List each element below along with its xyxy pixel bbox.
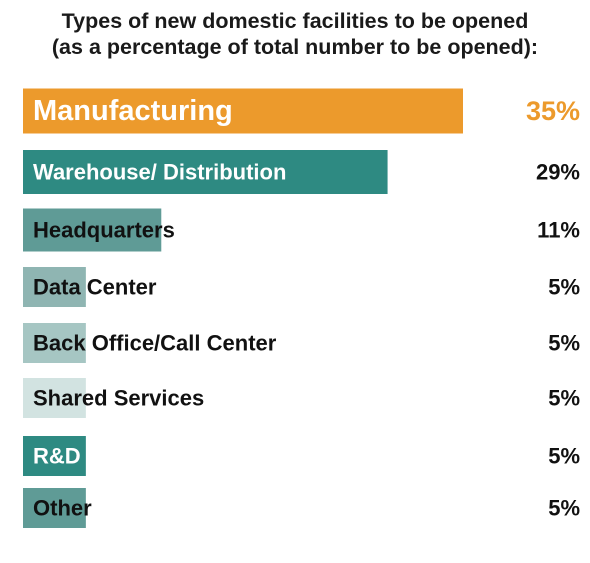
value-label-2: 11% — [537, 218, 580, 243]
bar-7 — [23, 488, 86, 528]
category-label-6: R&D — [33, 444, 81, 469]
category-label-7: Other — [33, 496, 92, 521]
category-label-2: Headquarters — [33, 218, 175, 243]
category-label-0: Manufacturing — [33, 95, 233, 127]
value-label-4: 5% — [548, 331, 580, 356]
bar-2 — [23, 208, 162, 252]
category-label-1: Warehouse/ Distribution — [33, 160, 286, 185]
bar-1 — [23, 150, 388, 194]
value-label-7: 5% — [548, 496, 580, 521]
value-label-5: 5% — [548, 386, 580, 411]
bar-6 — [23, 436, 86, 476]
bar-3 — [23, 267, 86, 307]
value-label-1: 29% — [536, 160, 580, 185]
value-label-6: 5% — [548, 444, 580, 469]
bar-4 — [23, 323, 86, 363]
category-label-3: Data Center — [33, 275, 157, 300]
value-label-3: 5% — [548, 275, 580, 300]
chart-title-line-1: Types of new domestic facilities to be o… — [61, 9, 529, 33]
value-label-0: 35% — [526, 96, 580, 126]
category-label-4: Back Office/Call Center — [33, 331, 277, 356]
chart-title: Types of new domestic facilities to be o… — [0, 8, 590, 60]
chart-title-line-2: (as a percentage of total number to be o… — [51, 35, 539, 59]
category-label-5: Shared Services — [33, 386, 204, 411]
bar-0 — [23, 88, 463, 134]
bar-5 — [23, 378, 86, 418]
